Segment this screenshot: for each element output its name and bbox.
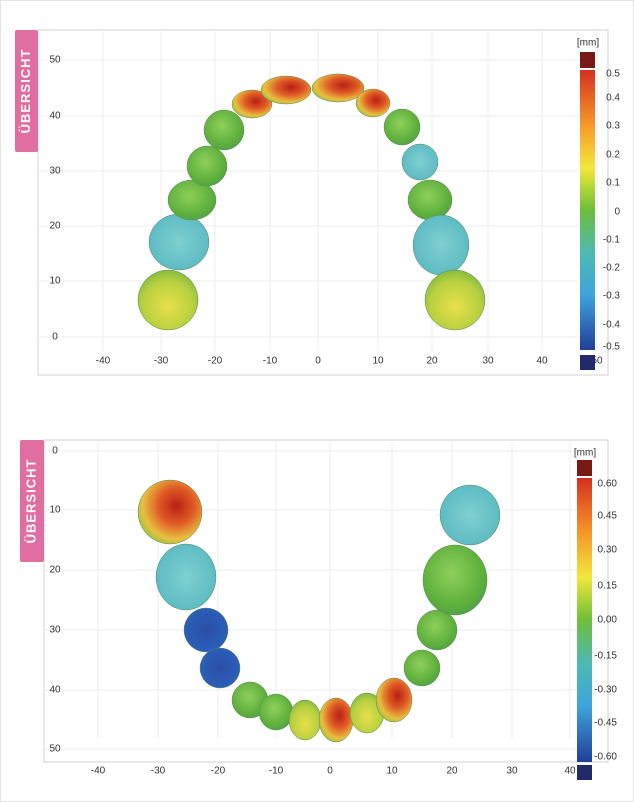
scale-under [577, 765, 592, 780]
tooth [186, 145, 228, 187]
tooth [375, 677, 413, 723]
x-tick-label: -40 [91, 766, 106, 777]
tooth [260, 75, 312, 105]
tooth [412, 214, 470, 276]
tooth [439, 484, 501, 546]
color-scale [577, 478, 592, 762]
x-tick-label: 10 [386, 766, 398, 777]
color-scale [580, 70, 595, 350]
section-tab-label: ÜBERSICHT [18, 49, 33, 134]
section-tab [15, 30, 38, 152]
x-tick-label: 0 [315, 356, 321, 367]
scale-over [577, 460, 592, 476]
scale-tick-label: -0.60 [594, 752, 617, 763]
y-tick-label: 10 [49, 505, 61, 516]
scale-unit: [mm] [577, 38, 599, 49]
tooth [424, 269, 486, 331]
scale-tick-label: 0.2 [606, 150, 620, 161]
x-tick-label: -30 [154, 356, 169, 367]
scale-tick-label: -0.1 [603, 235, 621, 246]
x-tick-label: 40 [564, 766, 576, 777]
tooth [199, 647, 241, 689]
tooth [318, 697, 354, 743]
scale-tick-label: -0.3 [603, 291, 621, 302]
scale-unit: [mm] [574, 448, 596, 459]
scale-tick-label: -0.4 [603, 320, 621, 331]
x-tick-label: 20 [426, 356, 438, 367]
y-tick-label: 50 [49, 744, 61, 755]
tooth [401, 143, 439, 181]
x-tick-label: 10 [372, 356, 384, 367]
scale-tick-label: 0 [614, 207, 620, 218]
tooth [311, 73, 365, 103]
section-tab-label: ÜBERSICHT [23, 459, 38, 544]
tooth [148, 213, 210, 271]
scale-tick-label: 0.15 [598, 581, 618, 592]
scale-tick-label: 0.1 [606, 178, 620, 189]
scale-tick-label: 0.3 [606, 121, 620, 132]
x-tick-label: 50 [591, 356, 603, 367]
scale-tick-label: -0.45 [594, 718, 617, 729]
tooth [137, 269, 199, 331]
scale-tick-label: 0.5 [606, 69, 620, 80]
tooth [288, 699, 322, 741]
tooth [407, 179, 453, 221]
y-tick-label: 50 [49, 55, 61, 66]
y-tick-label: 20 [49, 565, 61, 576]
y-tick-label: 30 [49, 625, 61, 636]
x-tick-label: -20 [211, 766, 226, 777]
section-tab [20, 440, 44, 562]
tooth [231, 89, 273, 119]
x-tick-label: 30 [482, 356, 494, 367]
x-tick-label: 30 [506, 766, 518, 777]
scale-tick-label: 0.30 [598, 545, 618, 556]
tooth [203, 109, 245, 151]
tooth [355, 88, 391, 118]
scale-tick-label: 0.00 [598, 615, 618, 626]
x-tick-label: 20 [446, 766, 458, 777]
scale-over [580, 52, 595, 68]
scale-under [580, 355, 595, 370]
y-tick-label: 0 [52, 332, 58, 343]
tooth [167, 179, 217, 221]
x-tick-label: -30 [151, 766, 166, 777]
y-tick-label: 10 [49, 276, 61, 287]
scale-tick-label: -0.30 [594, 685, 617, 696]
x-tick-label: 0 [327, 766, 333, 777]
tooth [403, 649, 441, 687]
y-tick-label: 40 [49, 111, 61, 122]
tooth [258, 693, 294, 731]
y-tick-label: 40 [49, 685, 61, 696]
scale-tick-label: -0.2 [603, 263, 621, 274]
tooth [183, 607, 229, 653]
x-tick-label: -10 [263, 356, 278, 367]
y-tick-label: 0 [52, 446, 58, 457]
y-tick-label: 30 [49, 166, 61, 177]
x-tick-label: -10 [269, 766, 284, 777]
tooth [137, 479, 203, 545]
tooth [155, 543, 217, 611]
tooth [383, 108, 421, 146]
scale-tick-label: 0.60 [598, 479, 618, 490]
scale-tick-label: -0.5 [603, 342, 621, 353]
scale-tick-label: 0.45 [598, 511, 618, 522]
x-tick-label: -20 [208, 356, 223, 367]
y-tick-label: 20 [49, 221, 61, 232]
tooth [422, 544, 488, 616]
x-tick-label: 40 [536, 356, 548, 367]
tooth [416, 609, 458, 651]
x-tick-label: -40 [96, 356, 111, 367]
scale-tick-label: -0.15 [594, 651, 617, 662]
scale-tick-label: 0.4 [606, 93, 620, 104]
